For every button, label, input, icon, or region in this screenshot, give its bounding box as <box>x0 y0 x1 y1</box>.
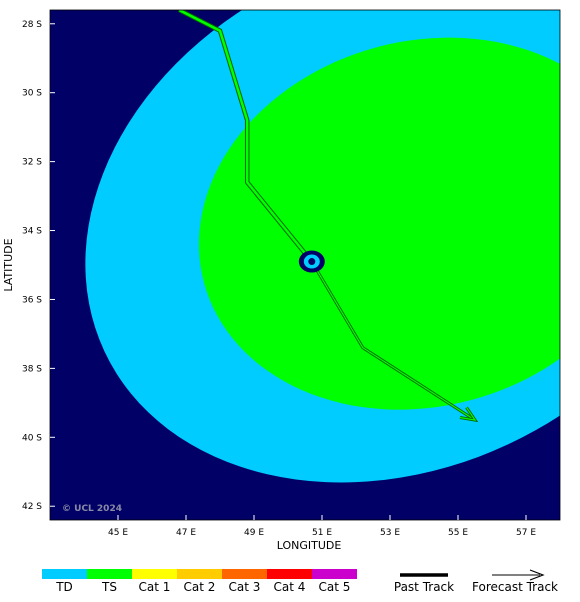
y-tick-label: 32 S <box>22 158 42 168</box>
forecast-track-legend: Forecast Track <box>472 569 558 594</box>
y-tick-label: 34 S <box>22 227 42 237</box>
legend-swatch <box>267 569 312 579</box>
map-layers <box>85 10 560 483</box>
legend-swatch <box>42 569 87 579</box>
wind-field-ts <box>198 37 560 410</box>
x-tick-label: 45 E <box>108 528 128 538</box>
past-track-line <box>178 10 313 263</box>
legend-swatch <box>222 569 267 579</box>
past-track-legend: Past Track <box>394 573 454 594</box>
legend-label: Cat 2 <box>184 580 216 594</box>
x-tick-label: 49 E <box>244 528 264 538</box>
y-tick-label: 28 S <box>22 20 42 30</box>
copyright-label: © UCL 2024 <box>62 504 122 514</box>
y-tick-label: 42 S <box>22 502 42 512</box>
wind-field-layer <box>85 10 560 483</box>
forecast-track-legend-arrowhead <box>529 569 545 581</box>
past-track-legend-label: Past Track <box>394 580 454 594</box>
storm-eye-layer <box>298 250 325 273</box>
y-tick-label: 36 S <box>22 295 42 305</box>
map-frame <box>49 9 561 521</box>
legend-label: TS <box>101 580 117 594</box>
x-axis-title: LONGITUDE <box>277 539 342 552</box>
legend-label: Cat 3 <box>229 580 261 594</box>
forecast-track-arrowhead-inner <box>459 407 477 421</box>
forecast-track-line <box>311 261 476 421</box>
y-tick-label: 30 S <box>22 89 42 99</box>
legend-label: Cat 1 <box>139 580 171 594</box>
y-axis-title: LATITUDE <box>2 238 15 291</box>
legend-label: TD <box>55 580 73 594</box>
y-tick-label: 38 S <box>22 364 42 374</box>
legend: TD TS Cat 1 Cat 2 Cat 3 Cat 4 Cat 5 <box>42 569 357 594</box>
x-tick-label: 47 E <box>176 528 196 538</box>
track-layer <box>178 10 479 423</box>
x-tick-label: 55 E <box>448 528 468 538</box>
storm-center <box>308 258 316 266</box>
x-tick-label: 57 E <box>516 528 536 538</box>
x-tick-label: 53 E <box>380 528 400 538</box>
x-tick-label: 51 E <box>312 528 332 538</box>
legend-label: Cat 4 <box>274 580 306 594</box>
legend-swatch <box>87 569 132 579</box>
legend-swatch <box>177 569 222 579</box>
y-tick-label: 40 S <box>22 433 42 443</box>
axis-ticks: 45 E 47 E 49 E 51 E 53 E 55 E 57 E 28 S 30 S 32 S… <box>22 20 536 538</box>
forecast-track-legend-label: Forecast Track <box>472 580 558 594</box>
legend-swatch <box>132 569 177 579</box>
legend-swatch <box>312 569 357 579</box>
legend-label: Cat 5 <box>319 580 351 594</box>
